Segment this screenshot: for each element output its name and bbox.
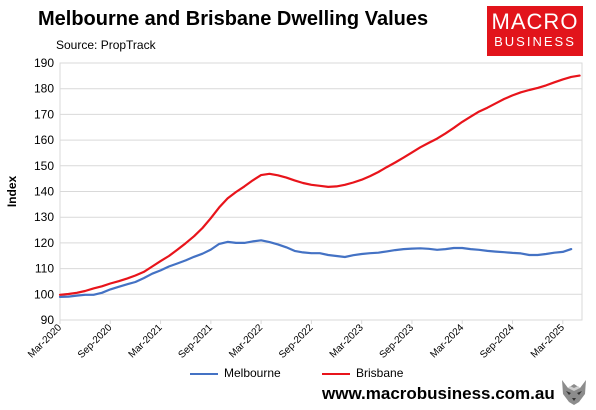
- x-tick-label: Mar-2023: [328, 322, 366, 360]
- series-line-brisbane: [58, 74, 581, 296]
- legend-item-brisbane: Brisbane: [322, 366, 403, 380]
- x-tick-label: Mar-2024: [428, 322, 466, 360]
- y-tick-label: 190: [34, 56, 54, 70]
- chart-title: Melbourne and Brisbane Dwelling Values: [38, 8, 429, 30]
- x-tick-label: Sep-2024: [478, 322, 517, 361]
- website-url: www.macrobusiness.com.au: [322, 384, 555, 403]
- y-tick-label: 100: [34, 287, 54, 301]
- legend-item-melbourne: Melbourne: [190, 366, 281, 380]
- logo-line1: MACRO: [491, 9, 579, 34]
- legend-label: Melbourne: [224, 366, 281, 380]
- macrobusiness-logo: MACRO BUSINESS: [487, 6, 583, 56]
- wolf-logo-icon: [557, 374, 591, 408]
- x-tick-label: Mar-2022: [227, 322, 265, 360]
- y-tick-label: 110: [35, 262, 54, 276]
- y-tick-label: 120: [34, 236, 54, 250]
- x-tick-label: Mar-2021: [127, 322, 165, 360]
- x-tick-label: Sep-2021: [177, 322, 216, 361]
- line-chart: 90 100 110 120 130 140 150 160 170 180 190 Index Mar…: [5, 56, 583, 361]
- legend-swatch: [190, 372, 218, 375]
- chart-subtitle: Source: PropTrack: [56, 38, 156, 52]
- x-tick-label: Sep-2020: [76, 322, 115, 361]
- legend-label: Brisbane: [356, 366, 404, 380]
- y-tick-label: 130: [34, 210, 54, 224]
- y-tick-label: 170: [34, 107, 54, 121]
- y-tick-label: 140: [34, 185, 54, 199]
- y-tick-label: 150: [34, 159, 54, 173]
- y-axis-label: Index: [5, 176, 19, 208]
- x-tick-label: Mar-2020: [26, 322, 64, 360]
- x-tick-label: Sep-2022: [277, 322, 316, 361]
- y-tick-label: 160: [34, 133, 54, 147]
- logo-line2: BUSINESS: [494, 34, 576, 49]
- y-tick-label: 180: [34, 82, 54, 96]
- series-line-melbourne: [58, 239, 573, 298]
- y-tick-label: 90: [41, 313, 55, 327]
- legend-swatch: [322, 372, 350, 375]
- x-tick-label: Sep-2023: [378, 322, 417, 361]
- x-tick-label: Mar-2025: [529, 322, 567, 360]
